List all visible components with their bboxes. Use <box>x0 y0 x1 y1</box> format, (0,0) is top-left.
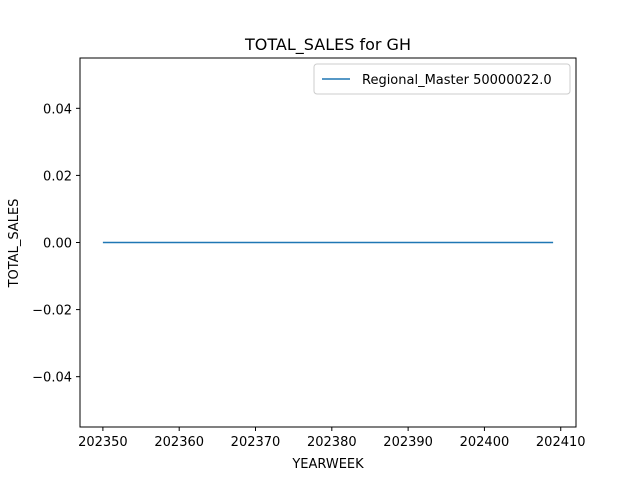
y-tick-label: 0.00 <box>43 237 72 252</box>
x-tick-label: 202410 <box>536 435 586 450</box>
x-axis-ticks: 202350 202360 202370 202380 202390 202400 2024… <box>78 427 586 450</box>
y-tick-label: 0.02 <box>43 169 72 184</box>
x-axis-label: YEARWEEK <box>291 457 364 472</box>
x-tick-label: 202400 <box>460 435 510 450</box>
x-tick-label: 202350 <box>78 435 128 450</box>
legend: Regional_Master 50000022.0 <box>313 63 571 95</box>
x-tick-label: 202380 <box>307 435 357 450</box>
y-tick-label: 0.04 <box>43 102 72 117</box>
legend-entry-label: Regional_Master 50000022.0 <box>362 73 552 88</box>
y-tick-label: −0.04 <box>32 371 72 386</box>
chart-title: TOTAL_SALES for GH <box>244 35 411 55</box>
y-tick-label: −0.02 <box>32 304 72 319</box>
y-axis-label: TOTAL_SALES <box>7 199 22 289</box>
legend-box <box>313 63 571 95</box>
x-tick-label: 202370 <box>231 435 281 450</box>
x-tick-label: 202390 <box>383 435 433 450</box>
x-tick-label: 202360 <box>154 435 204 450</box>
y-axis-ticks: 0.04 0.02 0.00 −0.02 −0.04 <box>32 102 80 386</box>
